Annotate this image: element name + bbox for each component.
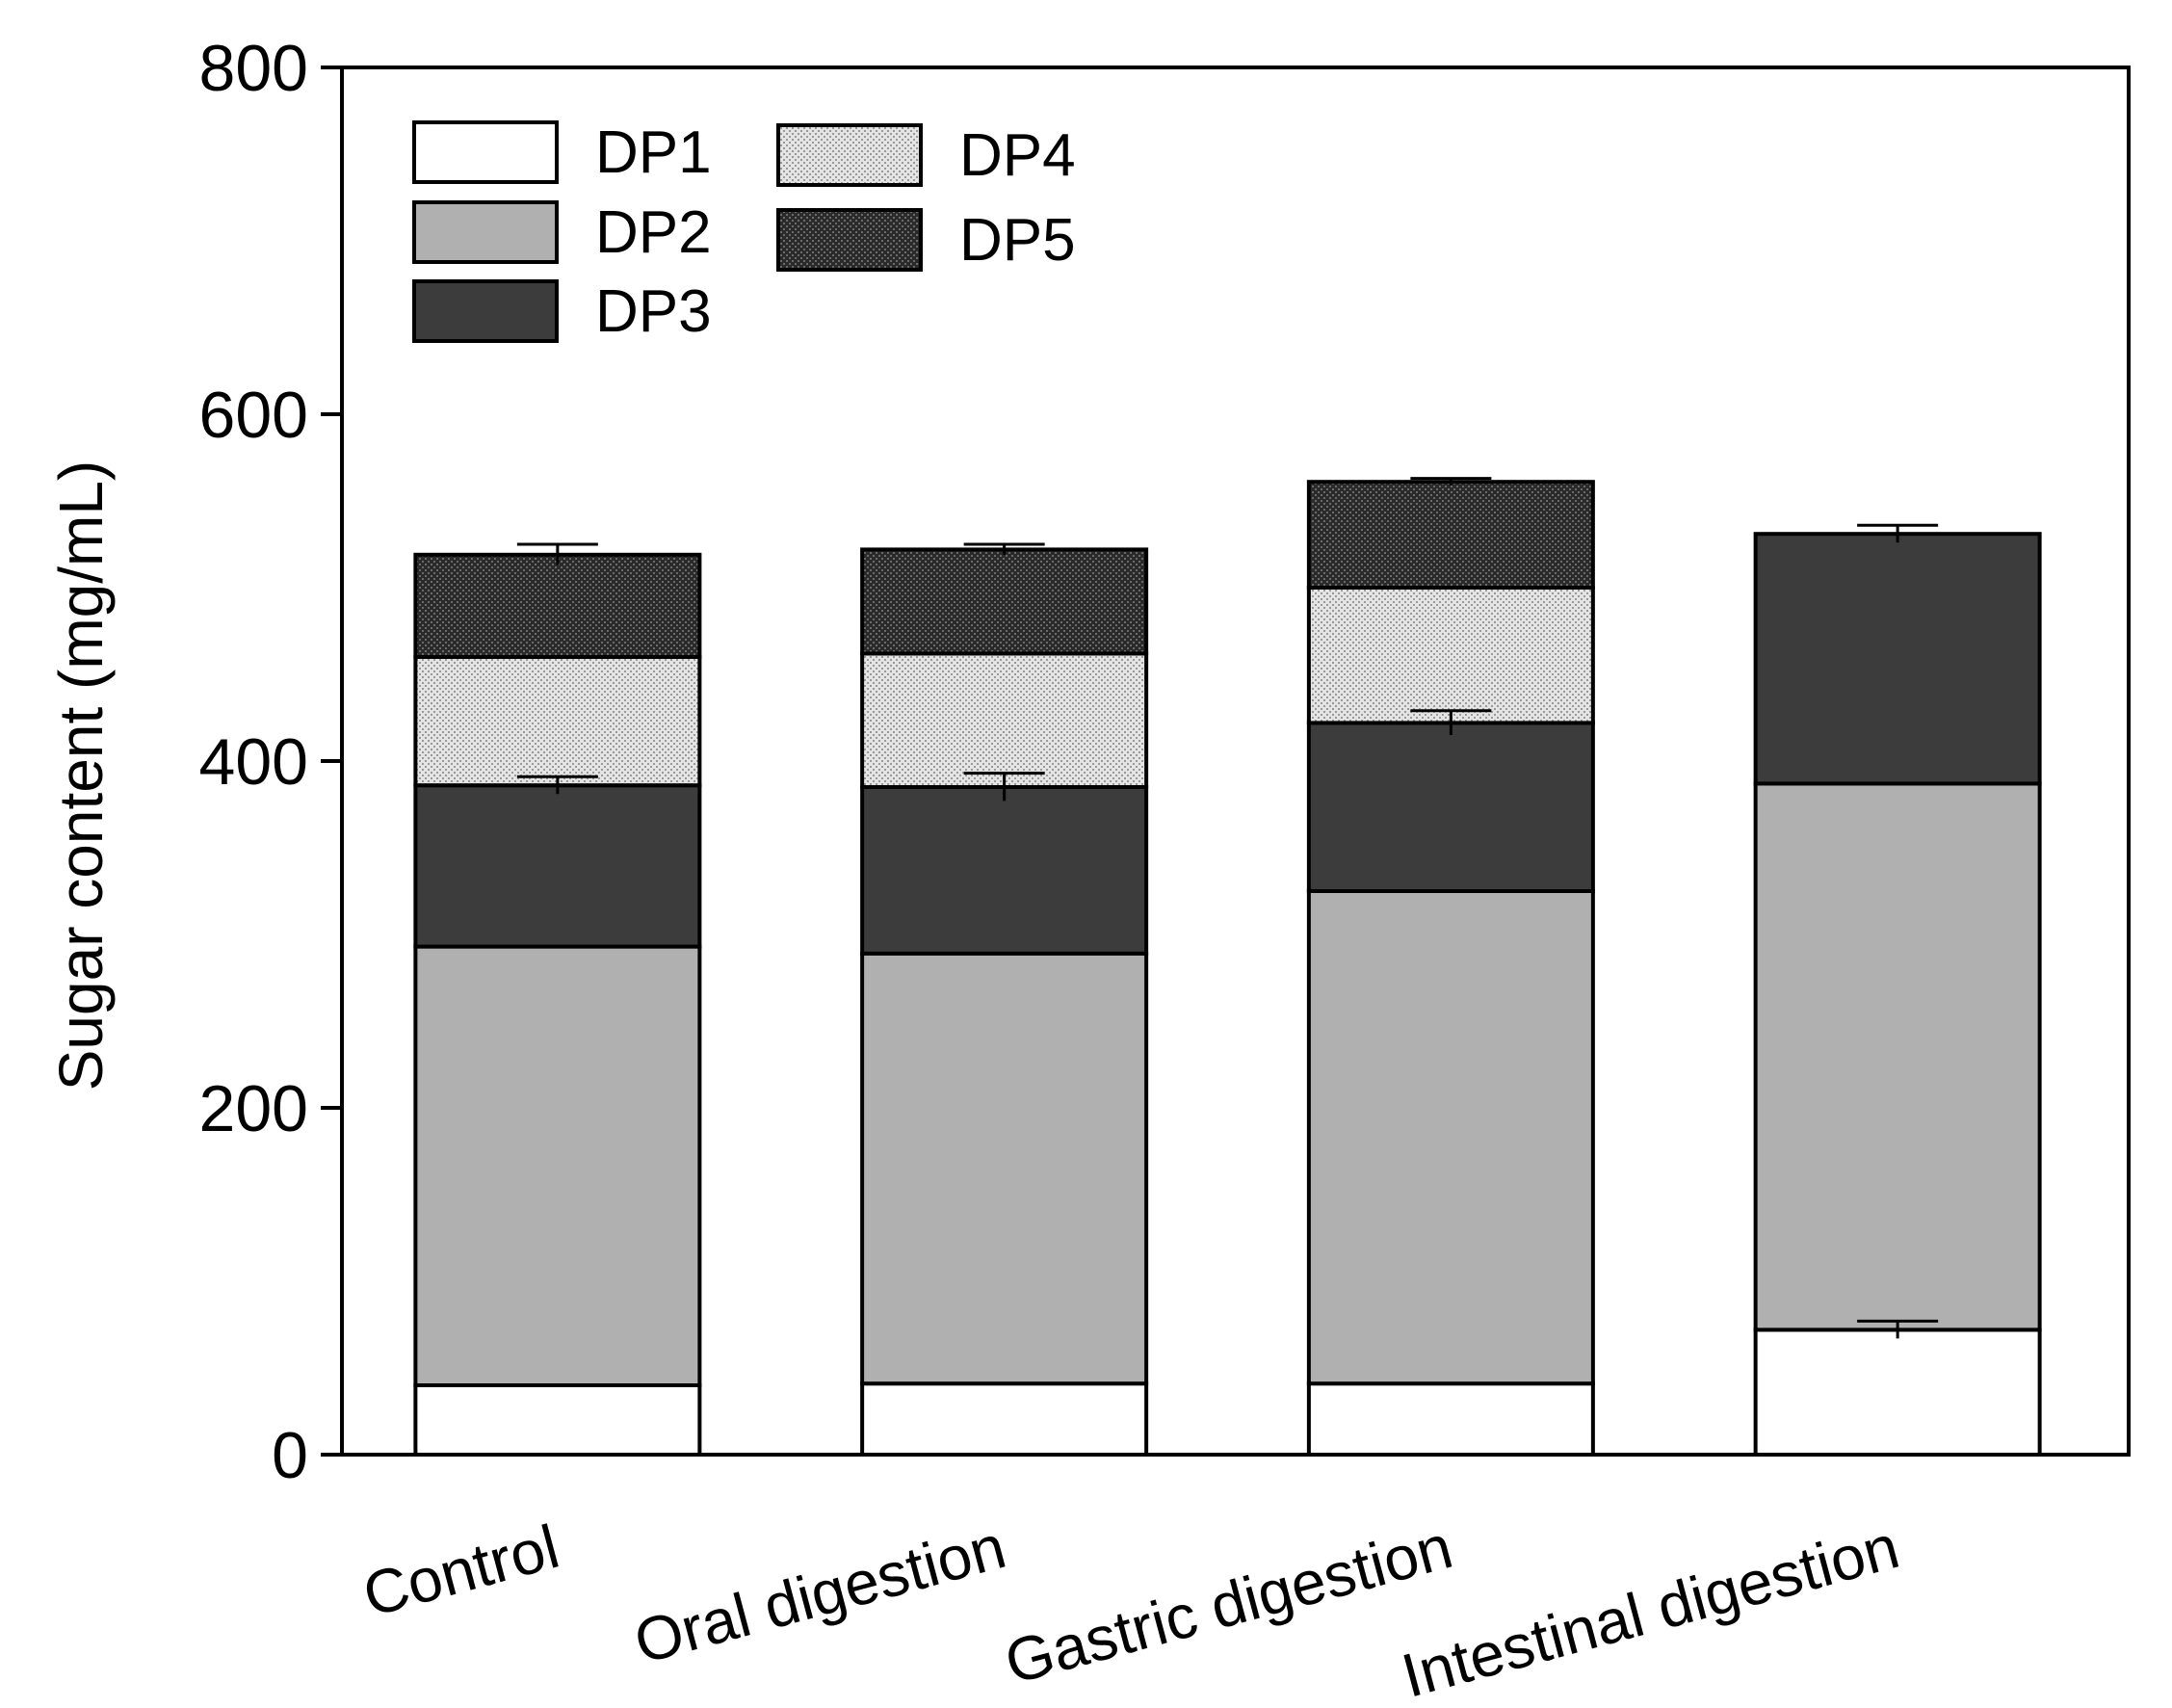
- bar-group: [413, 480, 2042, 1458]
- legend-label-dp1: DP1: [595, 119, 712, 186]
- bar-segment-dp1: [413, 1383, 702, 1457]
- legend-swatch-dp2: [412, 200, 559, 264]
- x-category-label: Control: [356, 1511, 566, 1630]
- bar-segment-dp4: [413, 655, 702, 788]
- legend-swatch-dp3: [412, 279, 559, 343]
- legend-swatch-dp5: [776, 208, 923, 272]
- legend-swatch-dp4: [776, 123, 923, 187]
- bar-segment-dp4: [1306, 586, 1595, 725]
- bar-segment-dp5: [860, 547, 1149, 656]
- legend: DP1 DP2 DP3 DP4 DP5: [412, 119, 1076, 345]
- bar-segment-dp2: [1753, 781, 2042, 1332]
- x-category-label: Gastric digestion: [998, 1511, 1459, 1697]
- y-tick-label: 800: [199, 32, 308, 105]
- x-category-label: Intestinal digestion: [1395, 1511, 1906, 1703]
- bar-segment-dp5: [413, 552, 702, 659]
- y-tick-label: 400: [199, 725, 308, 799]
- bar-segment-dp2: [860, 951, 1149, 1386]
- x-category-label: Oral digestion: [627, 1511, 1012, 1677]
- bar-segment-dp2: [413, 944, 702, 1387]
- legend-label-dp5: DP5: [959, 207, 1076, 274]
- y-tick-label: 0: [272, 1419, 308, 1492]
- y-axis-title: Sugar content (mg/mL): [46, 460, 116, 1091]
- bar-segment-dp1: [860, 1381, 1149, 1457]
- plot-frame: [340, 66, 2131, 1457]
- bar-segment-dp3: [1753, 532, 2042, 786]
- legend-label-dp4: DP4: [959, 122, 1076, 189]
- bar-segment-dp3: [860, 785, 1149, 956]
- bar-segment-dp5: [1306, 480, 1595, 591]
- bar-segment-dp4: [860, 651, 1149, 790]
- error-bar-group: [516, 477, 1939, 1339]
- bar-segment-dp1: [1306, 1381, 1595, 1457]
- bar-segment-dp2: [1306, 889, 1595, 1386]
- legend-label-dp3: DP3: [595, 278, 712, 345]
- legend-label-dp2: DP2: [595, 199, 712, 266]
- y-axis-ticks: 0 200 400 600 800: [199, 32, 342, 1492]
- y-tick-label: 200: [199, 1072, 308, 1145]
- bar-segment-dp3: [413, 783, 702, 949]
- bar-segment-dp1: [1753, 1327, 2042, 1458]
- legend-swatch-dp1: [412, 120, 559, 184]
- bar-segment-dp3: [1306, 721, 1595, 894]
- y-tick-label: 600: [199, 379, 308, 452]
